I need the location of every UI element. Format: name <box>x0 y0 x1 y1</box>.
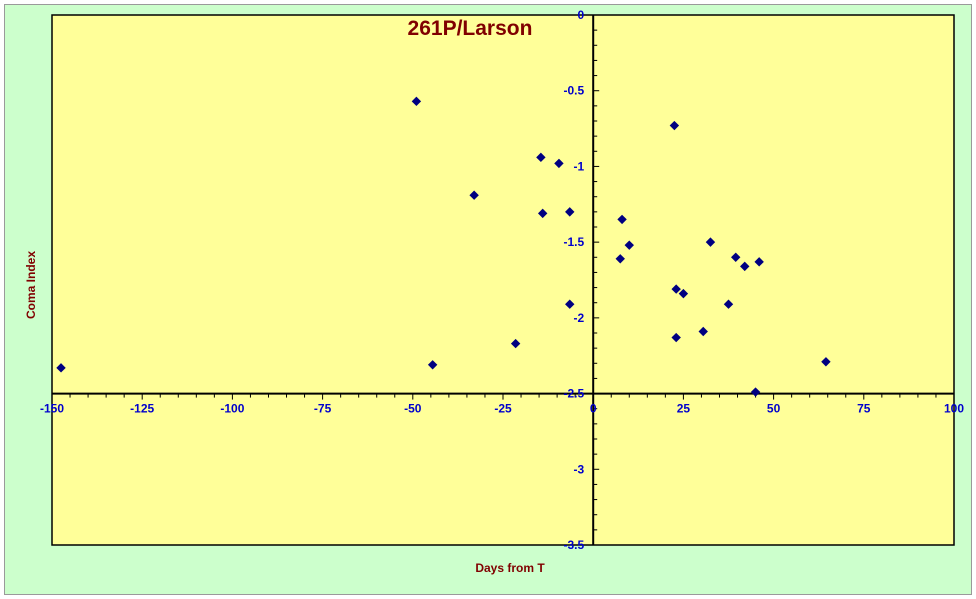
data-point <box>537 208 548 219</box>
y-tick-label: -2 <box>574 311 585 325</box>
x-tick-label: -50 <box>404 402 422 416</box>
data-point <box>731 252 741 262</box>
data-point <box>723 299 734 309</box>
y-tick-label: -3 <box>574 462 585 476</box>
data-point <box>754 257 764 267</box>
data-point <box>411 96 422 107</box>
plot-area <box>51 14 955 546</box>
x-tick-label: 25 <box>677 402 691 416</box>
y-tick-label: 0 <box>578 8 585 22</box>
data-point <box>617 214 627 225</box>
x-tick-label: 75 <box>857 402 871 416</box>
y-tick-label: -1.5 <box>564 235 585 249</box>
y-tick-label: -2.5 <box>564 387 585 401</box>
data-point <box>698 326 708 337</box>
x-tick-label: -100 <box>220 402 244 416</box>
y-tick-labels: 0 -0.5 -1 -1.5 -2 -2.5 -3 -3.5 <box>564 8 585 552</box>
data-point <box>678 288 689 299</box>
data-point <box>705 237 716 247</box>
chart-area: -150 -125 -100 -75 -50 -25 0 25 50 75 100 0 -0.5 -1 -… <box>4 4 972 595</box>
y-tick-label: -3.5 <box>564 538 585 552</box>
data-point <box>427 360 438 370</box>
data-points <box>56 96 831 397</box>
x-tick-label: -150 <box>40 402 64 416</box>
data-point <box>469 190 479 200</box>
data-point <box>536 152 546 163</box>
data-point <box>624 240 634 250</box>
x-tick-label: -25 <box>494 402 512 416</box>
data-point <box>510 338 521 349</box>
x-tick-label: 100 <box>944 402 964 416</box>
chart-title: 261P/Larson <box>408 17 533 40</box>
data-point <box>615 254 625 264</box>
x-tick-labels: -150 -125 -100 -75 -50 -25 0 25 50 75 100 <box>40 402 964 416</box>
x-tick-label: 50 <box>767 402 781 416</box>
scatter-chart: -150 -125 -100 -75 -50 -25 0 25 50 75 100 0 -0.5 -1 -… <box>24 8 964 575</box>
tick-marks <box>51 14 955 546</box>
data-point <box>565 207 575 217</box>
data-point <box>821 357 831 367</box>
y-tick-label: -1 <box>574 159 585 173</box>
data-point <box>671 284 681 294</box>
x-tick-label: -75 <box>314 402 332 416</box>
x-axis-title: Days from T <box>475 561 545 575</box>
data-point <box>669 120 680 131</box>
x-tick-label: -125 <box>130 402 154 416</box>
x-tick-label: 0 <box>590 402 597 416</box>
data-point <box>565 299 575 309</box>
y-axis-title: Coma Index <box>24 251 38 319</box>
data-point <box>740 261 750 272</box>
data-point <box>554 158 564 169</box>
data-point <box>750 387 761 397</box>
data-point <box>56 363 66 373</box>
data-point <box>671 332 681 343</box>
y-tick-label: -0.5 <box>564 84 585 98</box>
